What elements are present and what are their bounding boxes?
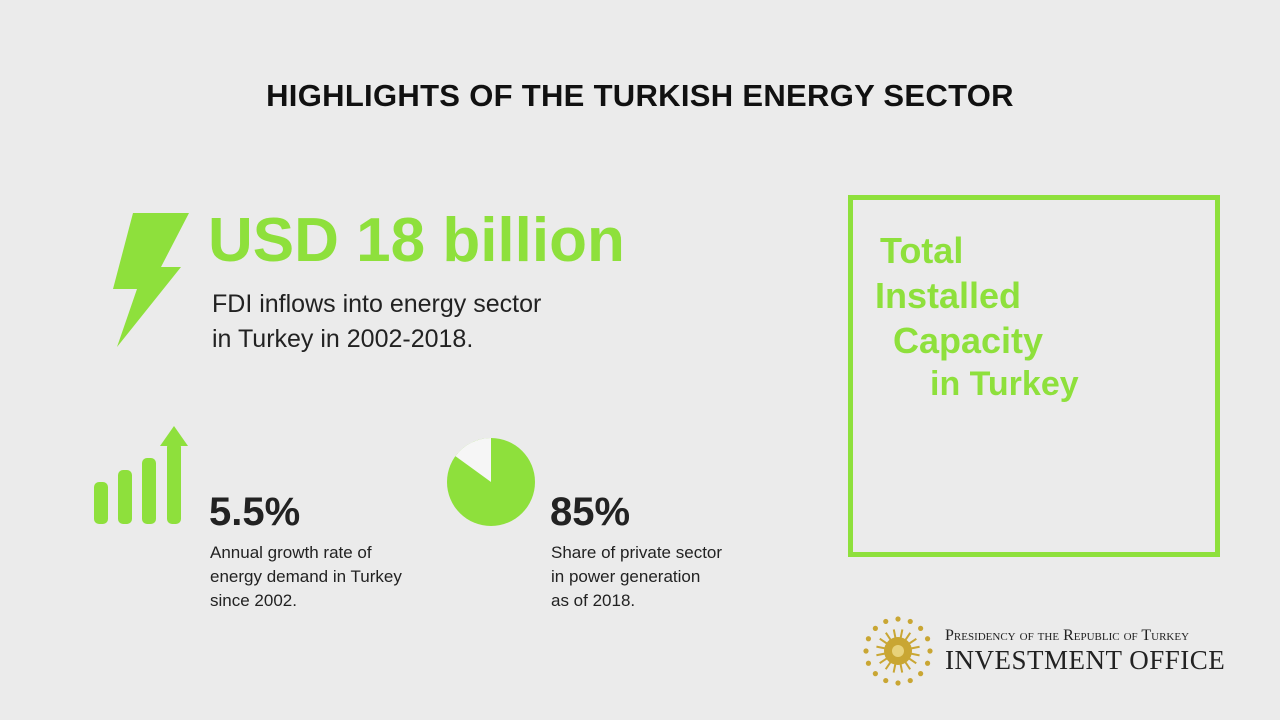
emblem-star [872,671,878,677]
logo-line1: Presidency of the Republic of Turkey [945,627,1190,644]
growth-description: since 2002. [210,591,297,610]
box-line: in Turkey [930,365,1079,403]
private-description: as of 2018. [551,591,636,610]
box-line: Total [880,230,964,271]
private-description: Share of private sector [551,543,723,562]
emblem-star [924,636,931,642]
emblem-star [872,625,878,631]
emblem-star [918,671,924,677]
emblem-star [865,660,872,666]
box-line: Installed [875,275,1022,316]
emblem-star [883,677,889,684]
emblem-star [907,677,913,684]
emblem-star [918,625,924,631]
lightning-icon [113,213,189,347]
emblem-star [895,616,901,622]
logo-emblem [863,616,933,686]
pie-icon [447,438,535,526]
growth-icon [94,426,188,524]
emblem-star [924,660,931,666]
emblem-star [883,618,889,625]
emblem-star [907,618,913,625]
growth-description: energy demand in Turkey [210,567,402,586]
growth-value: 5.5% [209,490,301,534]
emblem-star [863,648,869,654]
fdi-description: in Turkey in 2002-2018. [212,325,474,353]
fdi-value: USD 18 billion [208,206,625,275]
box-line: Capacity [893,320,1044,361]
emblem-star [865,636,872,642]
emblem-star [927,648,933,654]
emblem-star [895,680,901,686]
private-description: in power generation [551,567,701,586]
private-value: 85% [550,490,631,534]
growth-description: Annual growth rate of [210,543,372,562]
capacity-box [848,195,1220,557]
logo-line2: INVESTMENT OFFICE [945,645,1226,675]
fdi-description: FDI inflows into energy sector [212,290,542,318]
page-title: HIGHLIGHTS OF THE TURKISH ENERGY SECTOR [266,78,1014,113]
